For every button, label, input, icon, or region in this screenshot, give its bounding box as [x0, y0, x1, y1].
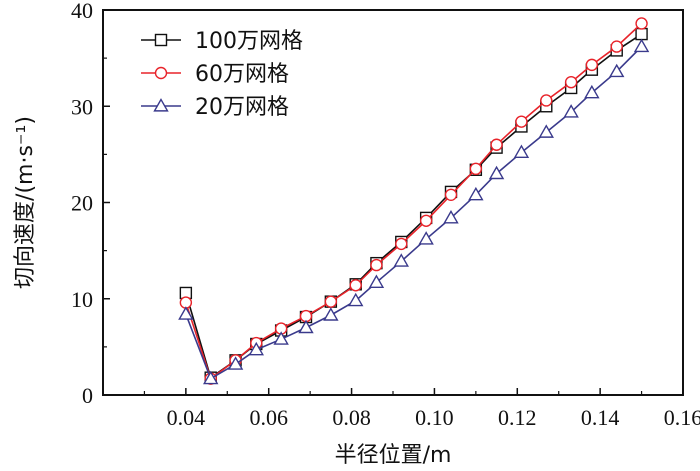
- x-axis-title: 半径位置/m: [335, 443, 452, 468]
- legend-label: 20万网格: [195, 95, 289, 120]
- legend-marker: [153, 98, 169, 112]
- legend: 100万网格 60万网格 20万网格: [141, 29, 303, 120]
- x-tick-label: 0.10: [415, 405, 454, 430]
- data-point: [444, 188, 458, 202]
- legend-item: 60万网格: [141, 62, 289, 87]
- data-point: [490, 138, 503, 151]
- data-point: [540, 94, 553, 107]
- data-point: [469, 162, 483, 176]
- data-point: [488, 165, 505, 180]
- legend-label: 100万网格: [195, 29, 303, 54]
- series-layer: [178, 17, 650, 385]
- data-point: [443, 209, 459, 224]
- data-point: [513, 144, 530, 159]
- data-point: [538, 124, 554, 138]
- data-point: [178, 306, 194, 320]
- data-point: [273, 331, 289, 345]
- data-point: [419, 214, 433, 227]
- data-point: [323, 307, 339, 321]
- data-point: [610, 40, 623, 53]
- legend-item: 100万网格: [141, 29, 303, 54]
- data-point: [393, 253, 409, 267]
- y-tick-label: 10: [71, 287, 93, 312]
- legend-marker: [154, 33, 168, 47]
- data-point: [324, 295, 338, 308]
- y-axis-title: 切向速度/(m·s⁻¹): [13, 116, 38, 289]
- y-tick-label: 30: [71, 94, 93, 119]
- legend-label: 60万网格: [195, 62, 289, 87]
- y-tick-label: 40: [71, 0, 93, 23]
- y-tick-label: 20: [71, 191, 93, 216]
- data-point: [468, 186, 484, 201]
- data-point: [585, 58, 599, 72]
- data-point: [633, 38, 650, 53]
- y-tick-label: 0: [82, 383, 93, 408]
- x-tick-label: 0.12: [498, 405, 537, 430]
- data-point: [227, 356, 244, 370]
- data-point: [609, 63, 625, 78]
- data-point: [564, 75, 578, 89]
- axis-ticks: 0.04 0.06 0.08 0.10 0.12 0.14 0.16 0 10 20 30 40: [71, 0, 700, 430]
- data-point: [515, 115, 528, 128]
- data-point: [418, 231, 434, 245]
- x-tick-label: 0.14: [581, 405, 620, 430]
- legend-marker: [154, 66, 168, 80]
- data-point: [395, 237, 408, 251]
- series-3: [178, 38, 650, 385]
- data-point: [203, 370, 219, 385]
- x-tick-label: 0.04: [167, 405, 206, 430]
- data-point: [635, 17, 648, 30]
- data-point: [584, 84, 600, 99]
- x-tick-label: 0.08: [332, 405, 371, 430]
- data-point: [348, 292, 364, 307]
- data-point: [298, 319, 314, 334]
- data-point: [635, 27, 648, 41]
- x-tick-label: 0.16: [664, 405, 700, 430]
- data-point: [248, 341, 264, 356]
- legend-item: 20万网格: [141, 95, 289, 120]
- data-point: [370, 258, 383, 272]
- data-point: [563, 104, 579, 118]
- data-point: [368, 274, 385, 288]
- x-tick-label: 0.06: [249, 405, 288, 430]
- data-point: [349, 279, 362, 292]
